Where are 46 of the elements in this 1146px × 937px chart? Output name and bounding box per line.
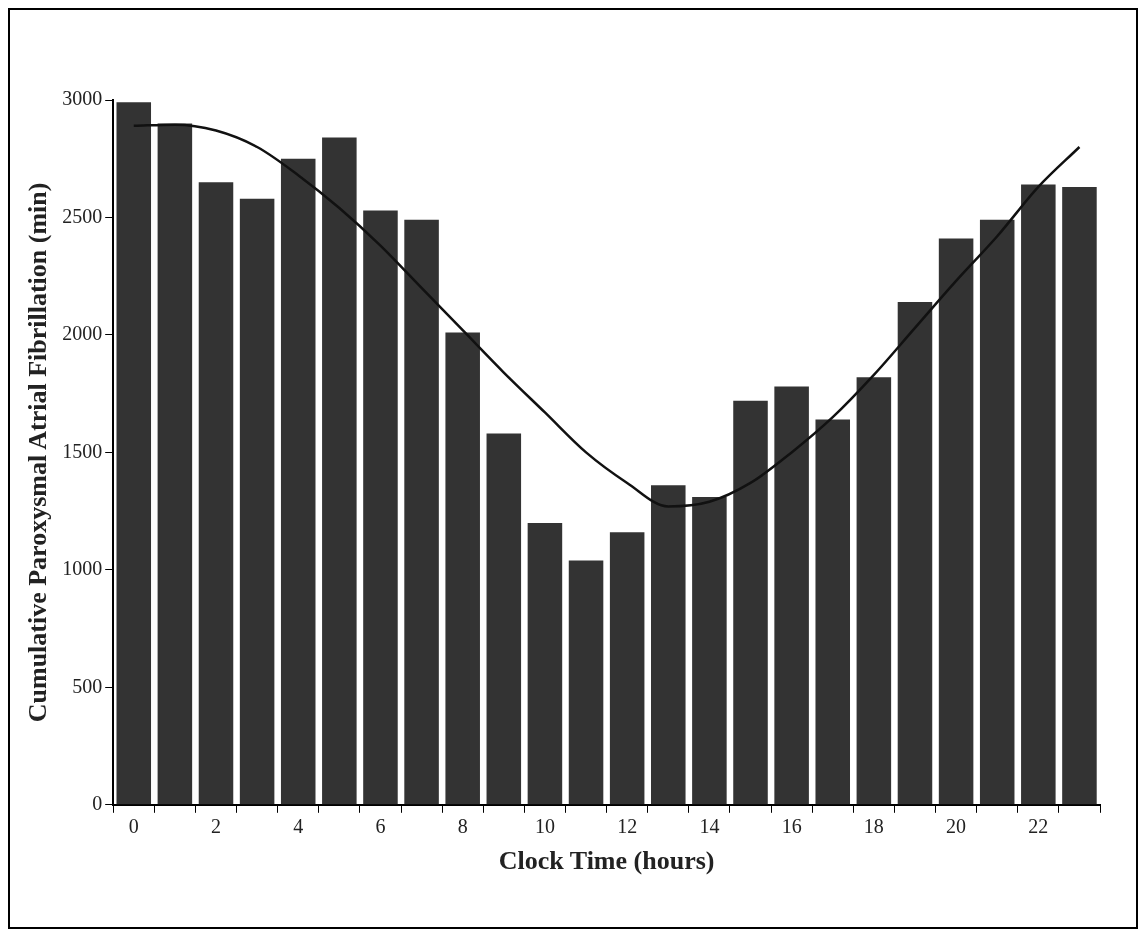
bar [938, 238, 974, 805]
x-tick-label: 8 [457, 815, 468, 838]
bar [363, 210, 398, 805]
x-tick-label: 2 [210, 815, 221, 838]
x-tick-label: 18 [863, 815, 884, 838]
bar [1062, 186, 1097, 805]
bar [116, 102, 152, 805]
bar [198, 182, 234, 805]
x-tick-label: 10 [534, 815, 555, 838]
bar [897, 302, 933, 805]
y-axis-title: Cumulative Paroxysmal Atrial Fibrillation (min) [23, 182, 53, 723]
x-tick-label: 16 [781, 815, 802, 838]
y-tick-label: 2000 [62, 322, 103, 345]
x-tick-label: 0 [128, 815, 139, 838]
bar [815, 419, 851, 805]
bar [527, 522, 563, 805]
bar [609, 532, 645, 805]
bar [856, 377, 892, 805]
y-tick-label: 0 [92, 792, 103, 815]
bar [651, 485, 686, 805]
bar [692, 497, 727, 805]
bar [322, 137, 357, 805]
x-tick-label: 14 [699, 815, 720, 838]
x-tick-label: 4 [293, 815, 304, 838]
x-tick-label: 20 [946, 815, 967, 838]
y-tick-label: 3000 [62, 87, 103, 110]
y-tick-label: 1500 [62, 439, 103, 462]
bar [157, 123, 193, 805]
line-series [132, 123, 1081, 508]
bar [280, 158, 316, 805]
bar [733, 400, 768, 805]
y-tick-label: 2500 [62, 204, 103, 227]
bar [774, 386, 809, 805]
bar [445, 332, 480, 805]
bar [568, 560, 604, 805]
bar [486, 433, 522, 805]
y-tick-label: 1000 [62, 557, 103, 580]
bar [239, 198, 275, 805]
x-tick-label: 12 [617, 815, 638, 838]
bar [404, 219, 439, 805]
bar [1021, 184, 1056, 805]
y-tick-label: 500 [72, 674, 103, 697]
x-axis-title: Clock Time (hours) [498, 846, 715, 876]
bar [979, 219, 1015, 805]
x-tick-label: 6 [375, 815, 386, 838]
x-tick-label: 22 [1028, 815, 1049, 838]
